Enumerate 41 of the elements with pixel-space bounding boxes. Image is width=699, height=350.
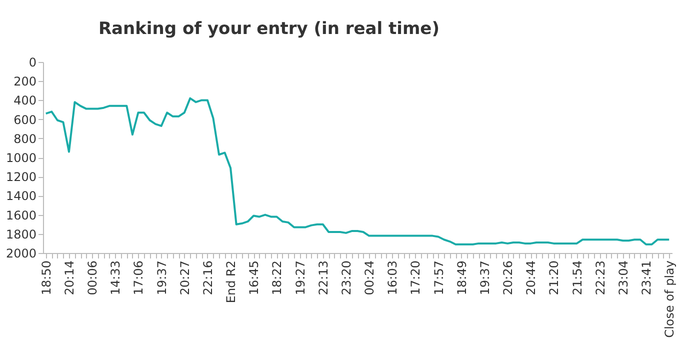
y-tick-label: 1000 (6, 151, 36, 165)
y-tick-label: 2000 (6, 246, 36, 260)
x-tick-label: 19:27 (293, 260, 308, 296)
x-tick-label: 18:22 (270, 260, 284, 296)
x-tick-label: 23:04 (616, 260, 630, 296)
x-tick-label: 20:14 (62, 260, 76, 296)
x-tick-label: 23:41 (640, 260, 654, 296)
x-tick-label: 18:50 (39, 260, 54, 296)
x-tick-label: End R2 (224, 260, 238, 304)
x-tick-label: 19:37 (478, 260, 492, 296)
line-series (44, 97, 670, 246)
x-tick-label: 17:06 (132, 260, 146, 296)
y-tick-label: 600 (14, 112, 36, 127)
x-tick-label: 22:13 (316, 260, 330, 296)
y-tick-label: 1200 (6, 170, 36, 184)
x-tick-label: 22:16 (200, 260, 215, 296)
x-tick-label: 16:03 (386, 260, 400, 296)
y-tick-label: 1400 (6, 189, 36, 204)
y-tick-label: 1600 (6, 208, 36, 222)
x-tick-label: 22:23 (593, 260, 608, 296)
x-tick-label: 16:45 (247, 260, 262, 296)
y-tick-label: 800 (14, 132, 36, 146)
x-tick-label: 19:37 (154, 260, 169, 296)
x-tick-label: 18:49 (454, 260, 469, 296)
x-tick-label: 00:06 (86, 260, 100, 296)
x-tick-label: 17:57 (432, 260, 446, 296)
y-tick-label: 0 (28, 56, 36, 70)
x-tick-label: 20:26 (501, 260, 516, 296)
y-tick-label: 1800 (6, 227, 36, 242)
x-tick-label: 14:33 (108, 260, 123, 296)
x-tick-label: 21:54 (570, 260, 584, 296)
x-tick-label: 20:44 (524, 260, 538, 296)
y-tick-label: 400 (14, 94, 36, 108)
x-tick-label: 20:27 (178, 260, 192, 296)
x-tick-label: 17:20 (408, 260, 423, 296)
x-tick-label: 23:20 (339, 260, 354, 296)
x-tick-label: 00:24 (362, 260, 377, 296)
chart-title: Ranking of your entry (in real time) (98, 19, 440, 39)
y-tick-label: 200 (14, 74, 36, 89)
x-tick-label: Close of play (662, 260, 677, 338)
x-tick-label: 21:20 (547, 260, 562, 296)
